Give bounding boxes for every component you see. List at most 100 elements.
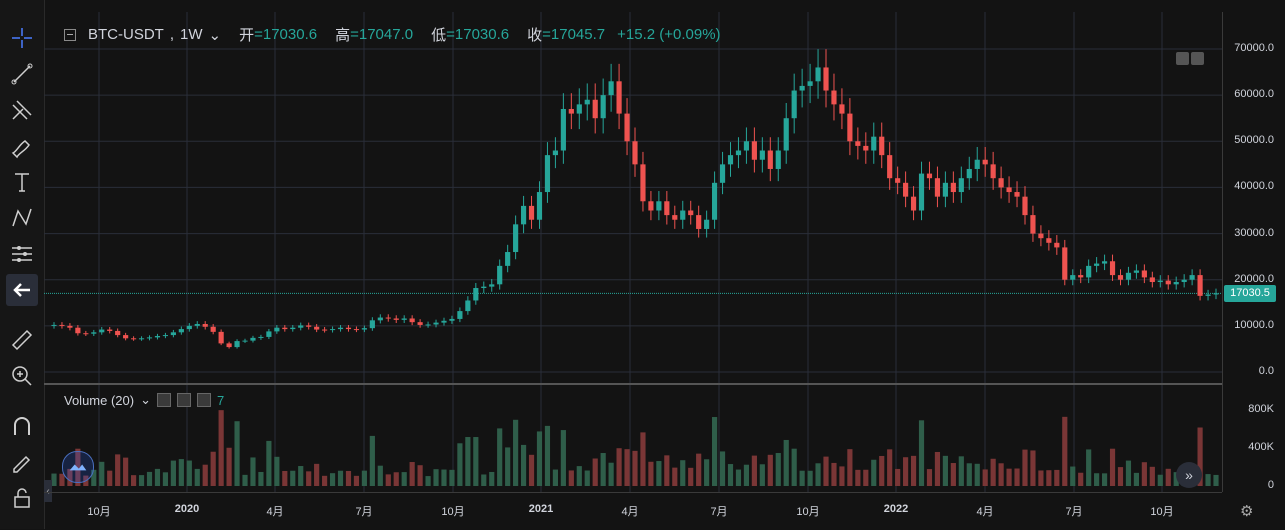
candle-body bbox=[982, 159, 988, 165]
brush-icon[interactable] bbox=[6, 130, 38, 162]
collapse-legend-button[interactable] bbox=[64, 28, 76, 41]
candle-body bbox=[815, 67, 821, 82]
move-down-icon[interactable] bbox=[1176, 52, 1189, 65]
candle-body bbox=[1189, 275, 1195, 280]
interval-label[interactable]: 1W bbox=[180, 26, 203, 43]
candle-body bbox=[640, 164, 646, 202]
volume-bar bbox=[1109, 448, 1116, 486]
candle-body bbox=[1197, 275, 1203, 296]
price-axis[interactable]: 70000.0 60000.0 50000.0 40000.0 30000.0 20000… bbox=[1222, 12, 1285, 492]
lock-icon[interactable] bbox=[6, 482, 38, 514]
candle-body bbox=[162, 335, 169, 337]
current-price-label: 17030.5 bbox=[1224, 285, 1276, 302]
volume-bar bbox=[513, 419, 519, 486]
candle-body bbox=[1125, 272, 1132, 280]
candle-body bbox=[552, 150, 558, 156]
volume-bar bbox=[664, 455, 670, 486]
candle-body bbox=[719, 164, 726, 183]
chevron-down-icon[interactable]: ⌄ bbox=[140, 392, 151, 407]
candle-body bbox=[879, 136, 885, 156]
candle-body bbox=[1022, 196, 1028, 216]
volume-bar bbox=[1014, 468, 1020, 486]
volume-bar bbox=[314, 463, 320, 486]
gear-icon[interactable]: ⚙ bbox=[1240, 503, 1254, 520]
ruler-icon[interactable] bbox=[6, 324, 38, 356]
volume-bar bbox=[226, 447, 232, 486]
lock-edit-icon[interactable] bbox=[6, 446, 38, 478]
zoom-icon[interactable] bbox=[6, 360, 38, 392]
candle-body bbox=[767, 150, 773, 169]
volume-bar bbox=[345, 470, 352, 486]
candle-body bbox=[67, 325, 73, 328]
time-tick-label: 10月 bbox=[441, 506, 465, 518]
volume-tick-label: 0 bbox=[1267, 479, 1274, 491]
back-arrow-icon[interactable] bbox=[6, 274, 38, 306]
candle-body bbox=[298, 325, 304, 328]
volume-bar bbox=[234, 421, 240, 486]
volume-bar bbox=[616, 448, 622, 486]
volume-bar bbox=[449, 469, 455, 486]
volume-title[interactable]: Volume (20) bbox=[64, 392, 135, 408]
price-chart[interactable] bbox=[44, 12, 1222, 492]
volume-bar bbox=[1149, 466, 1155, 486]
pattern-icon[interactable] bbox=[6, 202, 38, 234]
candle-body bbox=[306, 325, 312, 327]
candle-body bbox=[154, 336, 161, 338]
app-logo-icon[interactable] bbox=[62, 451, 94, 483]
settings-icon[interactable] bbox=[177, 393, 191, 407]
volume-bar bbox=[489, 471, 495, 486]
volume-bar bbox=[258, 471, 264, 486]
candle-body bbox=[807, 81, 813, 86]
candle-body bbox=[441, 320, 447, 323]
candle-body bbox=[950, 182, 956, 193]
candle-body bbox=[1086, 265, 1092, 278]
time-axis[interactable]: 10月 2020 4月 7月 10月 2021 4月 7月 10月 2022 4月 7月 10月 bbox=[44, 492, 1222, 530]
candle-body bbox=[735, 150, 742, 156]
candle-body bbox=[998, 178, 1004, 188]
candle-body bbox=[1205, 294, 1211, 296]
collapse-toolbar-button[interactable]: ‹ bbox=[44, 480, 52, 502]
candle-body bbox=[823, 67, 829, 91]
volume-bar bbox=[656, 461, 662, 486]
volume-bar bbox=[608, 462, 614, 486]
volume-bar bbox=[505, 447, 511, 486]
time-tick-label: 4月 bbox=[976, 506, 994, 518]
volume-tick-label: 800K bbox=[1248, 403, 1274, 415]
volume-bar bbox=[934, 451, 941, 486]
candle-body bbox=[457, 311, 463, 319]
text-icon[interactable] bbox=[6, 166, 38, 198]
volume-bar bbox=[154, 468, 161, 486]
price-tick-label: 30000.0 bbox=[1234, 226, 1274, 239]
candle-body bbox=[656, 201, 662, 211]
magnet-icon[interactable] bbox=[6, 410, 38, 442]
hide-icon[interactable] bbox=[157, 393, 171, 407]
volume-bar bbox=[974, 463, 980, 486]
volume-bar bbox=[194, 468, 200, 486]
chevron-down-icon[interactable]: ⌄ bbox=[208, 26, 222, 44]
candle-body bbox=[266, 331, 272, 337]
time-tick-label: 2021 bbox=[528, 503, 554, 515]
volume-bar bbox=[242, 474, 248, 486]
symbol-name[interactable]: BTC-USDT bbox=[88, 26, 164, 43]
volume-bar bbox=[266, 440, 272, 486]
candle-body bbox=[560, 108, 566, 151]
move-up-icon[interactable] bbox=[1191, 52, 1204, 65]
pitchfork-icon[interactable] bbox=[6, 94, 38, 126]
candle-body bbox=[234, 341, 240, 348]
volume-bar bbox=[178, 459, 184, 486]
candle-body bbox=[417, 322, 423, 325]
trend-line-icon[interactable] bbox=[6, 58, 38, 90]
volume-bar bbox=[775, 453, 781, 486]
candle-body bbox=[672, 215, 678, 220]
crosshair-icon[interactable] bbox=[6, 22, 38, 54]
candle-body bbox=[958, 178, 964, 193]
close-label: 收 bbox=[527, 27, 543, 44]
volume-bar bbox=[1094, 473, 1100, 486]
volume-bar bbox=[329, 473, 336, 486]
scroll-to-realtime-button[interactable]: » bbox=[1176, 462, 1202, 488]
close-icon[interactable] bbox=[197, 393, 211, 407]
candle-body bbox=[290, 327, 296, 330]
volume-bar bbox=[855, 469, 861, 486]
measure-icon[interactable] bbox=[6, 238, 38, 270]
volume-bar bbox=[1117, 467, 1124, 486]
